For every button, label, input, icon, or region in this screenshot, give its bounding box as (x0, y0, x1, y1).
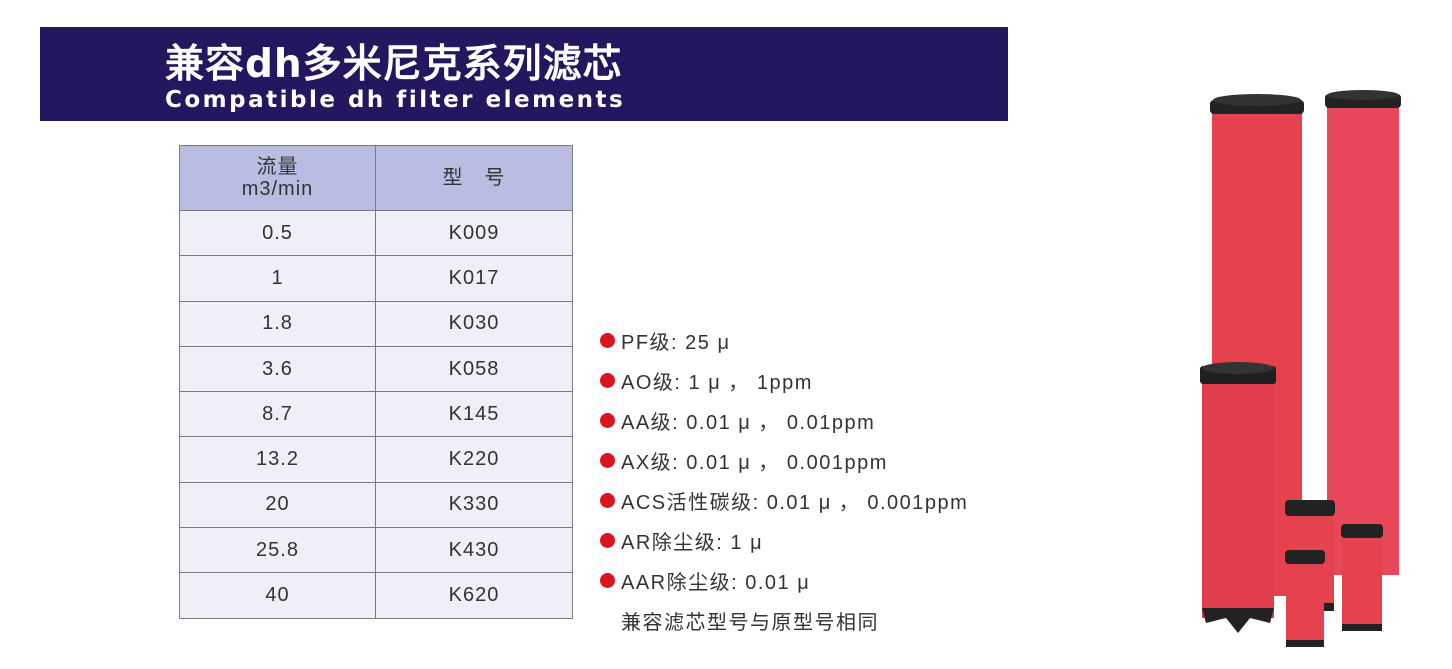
spec-item: AX级: 0.01 μ ， 0.001ppm (600, 440, 968, 480)
spec-text: AA级: 0.01 μ ， 0.01ppm (621, 411, 876, 434)
header-banner: 兼容dh多米尼克系列滤芯 Compatible dh filter elemen… (40, 27, 1008, 121)
spec-item: AO级: 1 μ ， 1ppm (600, 360, 968, 400)
model-cell: K330 (375, 481, 573, 529)
model-cell: K030 (375, 300, 573, 347)
bullet-icon (600, 332, 615, 348)
flow-cell: 3.6 (179, 345, 376, 393)
medium-filter (1200, 362, 1276, 633)
spec-item: ACS活性碳级: 0.01 μ ， 0.001ppm (600, 480, 968, 520)
flow-cell: 8.7 (179, 391, 376, 438)
spec-text: PF级: 25 μ (621, 331, 731, 354)
header-flow: 流量 m3/min (179, 145, 376, 211)
small-filter-3 (1285, 550, 1325, 647)
spec-list: PF级: 25 μ AO级: 1 μ ， 1ppm AA级: 0.01 μ ， 0.… (600, 320, 968, 640)
flow-cell: 1 (179, 255, 376, 302)
table-row: 40 K620 (179, 572, 573, 619)
header-flow-label: 流量 (256, 156, 299, 178)
flow-cell: 13.2 (179, 436, 376, 483)
spec-item: AA级: 0.01 μ ， 0.01ppm (600, 400, 968, 440)
spec-text: AX级: 0.01 μ ， 0.001ppm (621, 451, 888, 474)
bullet-icon (600, 492, 615, 508)
small-filter-2 (1341, 524, 1383, 631)
title-english: Compatible dh filter elements (165, 87, 626, 113)
spec-text: AR除尘级: 1 μ (621, 531, 764, 554)
model-cell: K620 (375, 572, 573, 619)
title-chinese: 兼容dh多米尼克系列滤芯 (165, 42, 623, 87)
table-row: 1.8 K030 (179, 300, 573, 347)
model-table: 流量 m3/min 型 号 0.5 K009 1 K017 1.8 K030 3.6 K058 8… (179, 145, 573, 619)
flow-cell: 0.5 (179, 209, 376, 257)
model-cell: K058 (375, 345, 573, 393)
bullet-icon (600, 452, 615, 468)
spec-item: AAR除尘级: 0.01 μ (600, 560, 968, 600)
table-header-row: 流量 m3/min 型 号 (179, 145, 573, 211)
header-flow-unit: m3/min (241, 178, 314, 200)
bullet-icon (600, 412, 615, 428)
spec-text: AAR除尘级: 0.01 μ (621, 571, 811, 594)
model-cell: K145 (375, 391, 573, 438)
table-row: 20 K330 (179, 481, 573, 529)
spec-item: AR除尘级: 1 μ (600, 520, 968, 560)
model-cell: K430 (375, 527, 573, 574)
bullet-icon (600, 372, 615, 388)
table-row: 25.8 K430 (179, 527, 573, 574)
header-model: 型 号 (375, 145, 573, 211)
table-row: 8.7 K145 (179, 391, 573, 438)
bullet-icon (600, 572, 615, 588)
model-cell: K017 (375, 255, 573, 302)
bullet-icon (600, 532, 615, 548)
spec-text: ACS活性碳级: 0.01 μ ， 0.001ppm (621, 491, 969, 514)
table-row: 3.6 K058 (179, 345, 573, 393)
model-cell: K220 (375, 436, 573, 483)
filter-elements-photo (1200, 90, 1401, 647)
table-row: 1 K017 (179, 255, 573, 302)
flow-cell: 1.8 (179, 300, 376, 347)
spec-text: AO级: 1 μ ， 1ppm (621, 371, 813, 394)
flow-cell: 40 (179, 572, 376, 619)
flow-cell: 20 (179, 481, 376, 529)
spec-item: PF级: 25 μ (600, 320, 968, 360)
model-cell: K009 (375, 209, 573, 257)
tall-filter-right (1325, 90, 1401, 575)
table-row: 0.5 K009 (179, 209, 573, 257)
compat-note: 兼容滤芯型号与原型号相同 (621, 611, 879, 634)
table-row: 13.2 K220 (179, 436, 573, 483)
flow-cell: 25.8 (179, 527, 376, 574)
